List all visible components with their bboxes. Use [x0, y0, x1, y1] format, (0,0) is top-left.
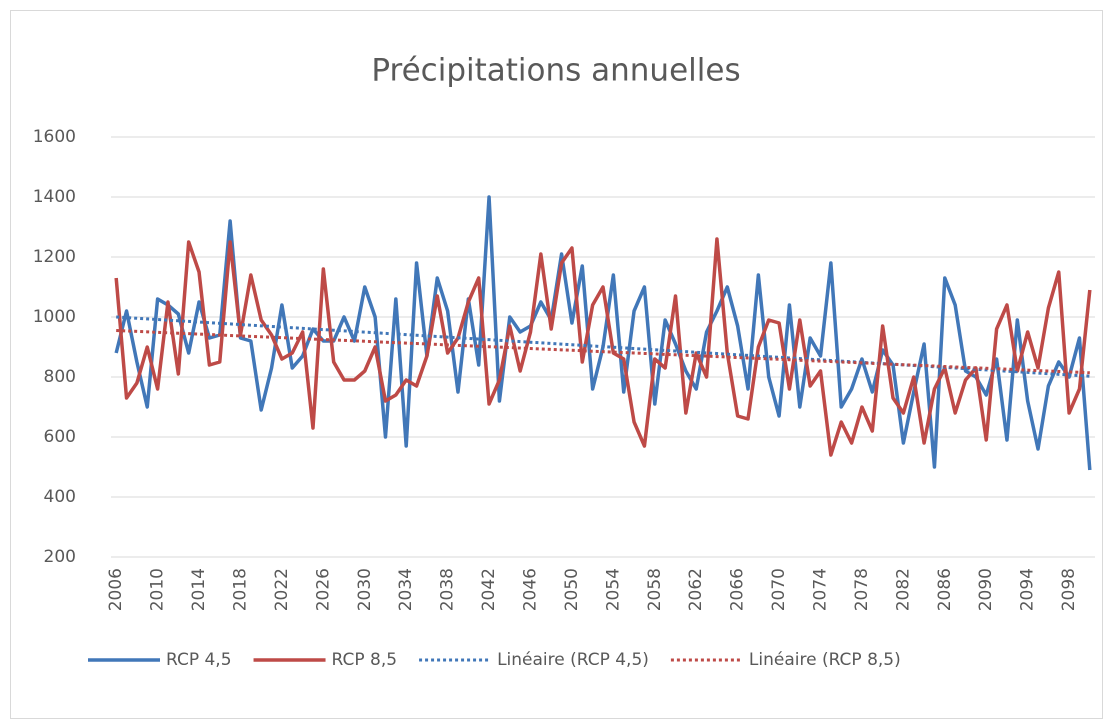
x-tick-label: 2006 [106, 568, 126, 611]
y-tick-label: 1400 [33, 187, 76, 207]
x-tick-label: 2070 [769, 568, 789, 611]
x-tick-label: 2034 [396, 568, 416, 611]
x-tick-label: 2018 [230, 568, 250, 611]
x-tick-label: 2082 [893, 568, 913, 611]
x-tick-label: 2094 [1018, 568, 1038, 611]
x-tick-label: 2078 [852, 568, 872, 611]
chart-title: Précipitations annuelles [371, 53, 740, 89]
legend-label: RCP 4,5 [166, 650, 232, 670]
x-tick-label: 2062 [686, 568, 706, 611]
x-tick-label: 2074 [811, 568, 831, 611]
x-tick-label: 2098 [1059, 568, 1079, 611]
x-tick-label: 2022 [272, 568, 292, 611]
x-tick-label: 2086 [935, 568, 955, 611]
x-tick-label: 2038 [438, 568, 458, 611]
legend-label: Linéaire (RCP 8,5) [749, 650, 901, 670]
y-tick-label: 200 [44, 547, 76, 567]
x-tick-label: 2050 [562, 568, 582, 611]
y-tick-label: 1600 [33, 127, 76, 147]
y-tick-label: 400 [44, 487, 76, 507]
x-tick-label: 2058 [645, 568, 665, 611]
y-tick-label: 800 [44, 367, 76, 387]
series-line [116, 329, 1090, 375]
x-tick-label: 2030 [355, 568, 375, 611]
y-tick-label: 1000 [33, 307, 76, 327]
x-tick-label: 2066 [728, 568, 748, 611]
x-tick-label: 2026 [313, 568, 333, 611]
legend-label: RCP 8,5 [332, 650, 398, 670]
x-tick-label: 2010 [148, 568, 168, 611]
series-line [114, 237, 1092, 457]
x-tick-label: 2014 [189, 568, 209, 611]
legend-label: Linéaire (RCP 4,5) [497, 650, 649, 670]
y-tick-label: 600 [44, 427, 76, 447]
x-tick-label: 2046 [520, 568, 540, 611]
x-tick-label: 2042 [479, 568, 499, 611]
x-tick-label: 2090 [976, 568, 996, 611]
x-tick-label: 2054 [603, 568, 623, 611]
y-tick-label: 1200 [33, 247, 76, 267]
